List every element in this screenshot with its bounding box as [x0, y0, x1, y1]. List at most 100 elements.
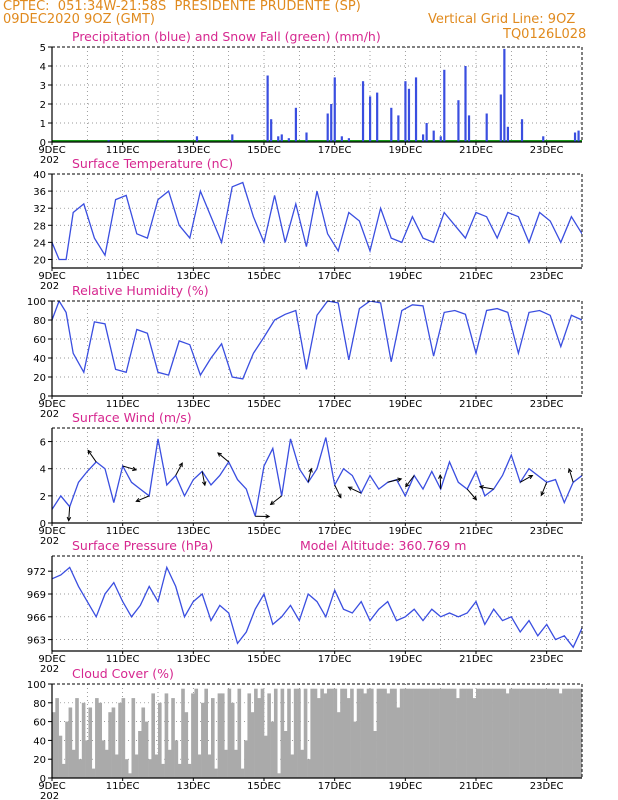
year-fragment: 202 [40, 664, 59, 675]
precip-bar [287, 138, 290, 142]
wind-arrow [348, 486, 362, 494]
wind-arrow [201, 471, 206, 486]
cloud-bar [317, 698, 321, 778]
x-tick-label: 13DEC [176, 399, 210, 410]
cloud-bar [366, 688, 371, 778]
cloud-bar [413, 688, 417, 778]
precip-bar [542, 136, 545, 142]
temperature-title: Surface Temperature (nC) [72, 156, 233, 171]
cloud-bar [429, 688, 434, 778]
cloud-bar [452, 688, 457, 778]
cloud-bar [379, 688, 384, 778]
cloud-bar [114, 754, 119, 778]
wind-arrow-head [135, 497, 141, 503]
cloud-bar [105, 749, 109, 778]
wind-arrow-head [201, 481, 207, 487]
cloud-bar [58, 735, 63, 778]
y-tick-label: 20 [33, 255, 46, 266]
x-tick-label: 21DEC [459, 399, 493, 410]
cloud-bar [177, 763, 182, 778]
cloud-bar [237, 688, 242, 778]
x-tick-label: 15DEC [247, 145, 281, 156]
x-tick-label: 17DEC [318, 399, 352, 410]
cloud-bar [545, 688, 550, 778]
wind-arrow-head [438, 473, 443, 479]
cloud-bar [131, 698, 136, 778]
pressure-title: Surface Pressure (hPa) [72, 538, 213, 553]
x-tick-label: 11DEC [106, 654, 140, 665]
precip-bar [443, 69, 446, 142]
cloud-bar [111, 707, 116, 778]
year-fragment: 202 [40, 536, 59, 547]
x-tick-label: 15DEC [247, 781, 281, 792]
x-tick-label: 19DEC [388, 526, 422, 537]
cloud-bar [181, 688, 185, 778]
cloud-bar [436, 688, 440, 778]
cloud-bar [472, 698, 477, 778]
cloud-bar [343, 688, 348, 778]
cloud-bar [456, 698, 460, 778]
x-tick-label: 11DEC [106, 781, 140, 792]
wind-arrow-head [472, 495, 478, 501]
x-tick-label: 11DEC [106, 399, 140, 410]
wind-arrow [87, 450, 97, 463]
cloud-bar [75, 698, 79, 778]
cloud-bar [167, 749, 172, 778]
cloud-bar [558, 693, 563, 778]
wind-arrow-head [66, 516, 72, 522]
wind-arrow [307, 468, 312, 483]
cloud-bar [174, 740, 179, 778]
cloud-bar [323, 693, 328, 778]
cloud-bar [320, 688, 324, 778]
cloud-bar [138, 731, 142, 778]
cloud-bar [535, 688, 540, 778]
cloud-bar [277, 773, 281, 778]
cloud-bar [280, 688, 285, 778]
cloud-bar [151, 693, 155, 778]
wind-arrow [334, 484, 342, 498]
cloud-bar [101, 740, 106, 778]
precip-bar [305, 132, 308, 142]
cloud-bar [578, 688, 582, 778]
x-tick-label: 17DEC [318, 145, 352, 156]
cloud-title: Cloud Cover (%) [72, 666, 174, 681]
cloud-bar [538, 688, 543, 778]
cloud-bar [333, 688, 338, 778]
precip-bar [432, 130, 435, 142]
cloud-bar [207, 754, 212, 778]
wind-arrow-head [347, 486, 353, 491]
cloud-bar [399, 688, 404, 778]
x-tick-label: 9DEC [38, 526, 65, 537]
year-fragment: 202 [40, 409, 59, 420]
cloud-bar [446, 688, 450, 778]
humidity-plot [52, 301, 582, 380]
y-tick-label: 0 [40, 519, 46, 530]
wind-arrow-head [87, 449, 92, 455]
x-tick-label: 17DEC [318, 654, 352, 665]
precip-bar [266, 75, 269, 142]
cloud-bar [264, 735, 268, 778]
cloud-bar [439, 688, 444, 778]
x-tick-label: 19DEC [388, 271, 422, 282]
cloud-bar [260, 688, 265, 778]
y-tick-label: 4 [40, 465, 46, 476]
cloud-bar [293, 688, 298, 778]
cloud-bar [91, 768, 96, 778]
cloud-bar [449, 688, 454, 778]
x-tick-label: 9DEC [38, 271, 65, 282]
y-tick-label: 24 [33, 238, 46, 249]
precip-bar [369, 96, 372, 142]
cloud-bar [118, 702, 122, 778]
wind-arrow-head [308, 467, 313, 473]
y-tick-label: 32 [33, 204, 46, 215]
y-tick-label: 20 [33, 755, 46, 766]
cloud-bar [492, 688, 497, 778]
cloud-bar [356, 688, 361, 778]
y-tick-label: 969 [27, 590, 46, 601]
y-tick-label: 0 [40, 392, 46, 403]
cloud-bar [565, 688, 570, 778]
wind-title: Surface Wind (m/s) [72, 410, 192, 425]
x-tick-label: 19DEC [388, 145, 422, 156]
x-tick-label: 15DEC [247, 654, 281, 665]
